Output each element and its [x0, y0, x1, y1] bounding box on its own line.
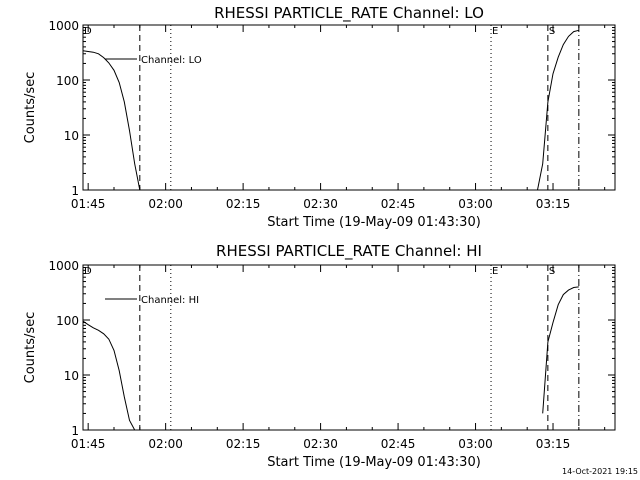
x-tick-label: 03:00	[458, 197, 493, 211]
footer-timestamp: 14-Oct-2021 19:15	[562, 467, 638, 476]
chart-title: RHESSI PARTICLE_RATE Channel: LO	[214, 4, 484, 23]
y-tick-label: 10	[64, 369, 79, 383]
event-marker-label: E	[492, 266, 498, 277]
legend-label: Channel: HI	[141, 295, 199, 306]
series-line	[82, 320, 136, 431]
x-tick-label: 02:00	[148, 437, 183, 451]
y-tick-label: 1	[71, 424, 79, 438]
x-tick-label: 03:15	[536, 197, 571, 211]
x-tick-label: 02:15	[226, 197, 261, 211]
y-tick-label: 1000	[48, 19, 79, 33]
series-line	[537, 29, 579, 191]
event-marker-label: S	[549, 266, 555, 277]
x-tick-label: 02:30	[303, 197, 338, 211]
x-tick-label: 02:00	[148, 197, 183, 211]
lo-channel-panel: RHESSI PARTICLE_RATE Channel: LO 1 10 100 10…	[23, 4, 616, 230]
x-tick-label: 01:45	[71, 197, 106, 211]
x-tick-label: 03:00	[458, 437, 493, 451]
y-axis-label: Counts/sec	[23, 72, 38, 144]
x-tick-label: 02:45	[381, 197, 416, 211]
y-tick-label: 1000	[48, 259, 79, 273]
x-axis-label: Start Time (19-May-09 01:43:30)	[267, 215, 481, 230]
series-line	[542, 286, 579, 414]
x-tick-label: 03:15	[536, 437, 571, 451]
y-tick-label: 100	[56, 314, 79, 328]
y-tick-label: 1	[71, 184, 79, 198]
plot-frame	[82, 24, 616, 191]
x-tick-label: 01:45	[71, 437, 106, 451]
event-marker-label: S	[549, 26, 555, 37]
x-axis-label: Start Time (19-May-09 01:43:30)	[267, 455, 481, 470]
y-tick-label: 10	[64, 129, 79, 143]
x-tick-label: 02:15	[226, 437, 261, 451]
x-tick-label: 02:45	[381, 437, 416, 451]
hi-channel-panel: RHESSI PARTICLE_RATE Channel: HI 1 10 100 10…	[23, 242, 616, 470]
series-line	[82, 50, 141, 191]
x-tick-label: 02:30	[303, 437, 338, 451]
event-marker-label: D	[84, 26, 92, 37]
plot-frame	[82, 264, 616, 431]
event-marker-label: D	[84, 266, 92, 277]
y-axis-label: Counts/sec	[23, 312, 38, 384]
y-tick-label: 100	[56, 74, 79, 88]
chart-title: RHESSI PARTICLE_RATE Channel: HI	[216, 242, 482, 261]
event-marker-label: E	[492, 26, 498, 37]
legend-label: Channel: LO	[141, 55, 202, 66]
